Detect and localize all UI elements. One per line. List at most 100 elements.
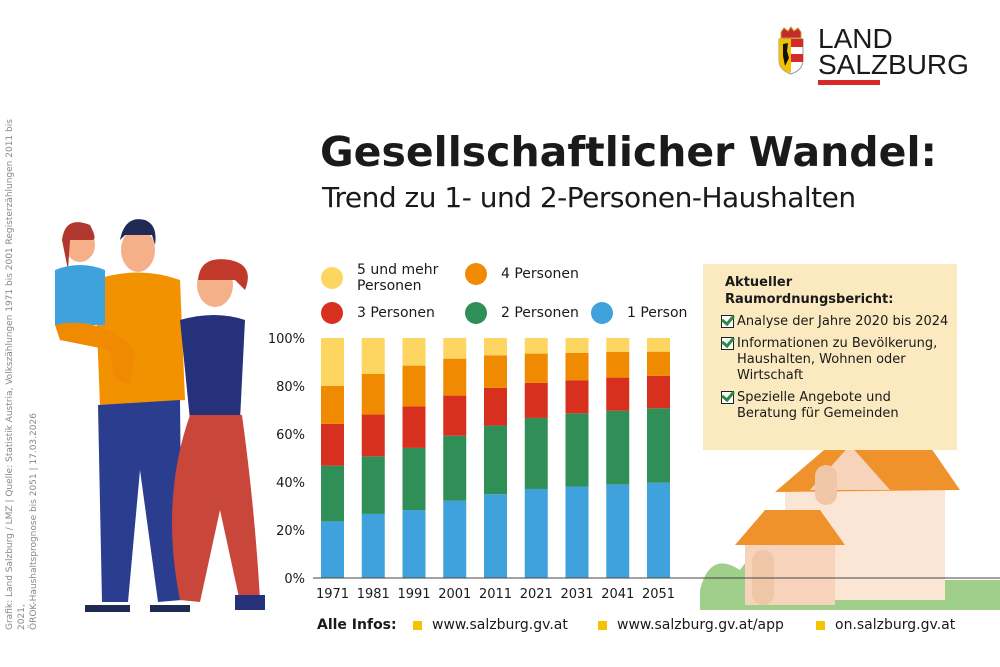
bar-segment [524, 382, 548, 418]
bar-segment [402, 510, 426, 578]
bar-segment [524, 338, 548, 354]
bar-segment [443, 358, 467, 396]
chart-legend: 5 und mehr Personen 4 Personen 3 Persone… [321, 258, 701, 328]
info-box-heading: Aktueller Raumordnungsbericht: [725, 275, 894, 307]
x-tick-label: 2011 [479, 587, 512, 602]
bar-segment [402, 365, 426, 407]
bar-segment [565, 413, 589, 487]
house-illustration [700, 432, 1000, 610]
bar-segment [647, 408, 670, 483]
y-tick-label: 60% [276, 428, 305, 443]
info-item: Spezielle Angebote und Beratung für Geme… [721, 390, 957, 422]
y-tick-label: 0% [284, 572, 305, 587]
info-item-text: Spezielle Angebote und Beratung für Geme… [737, 390, 899, 421]
x-tick-label: 1991 [397, 587, 430, 602]
y-tick-label: 20% [276, 524, 305, 539]
bar-segment [565, 338, 589, 353]
land-salzburg-logo [776, 26, 806, 80]
bar-segment [402, 338, 426, 366]
logo-line-1: LAND [818, 23, 893, 54]
bar-segment [321, 385, 344, 424]
bar-segment [361, 513, 385, 578]
x-tick-label: 1981 [357, 587, 390, 602]
info-item: Analyse der Jahre 2020 bis 2024 [721, 314, 957, 330]
bullet-square-icon [598, 620, 607, 630]
legend-item-1: 1 Person [591, 302, 687, 324]
link-text[interactable]: www.salzburg.gv.at/app [617, 617, 784, 633]
x-tick-label: 2021 [520, 587, 553, 602]
page-title: Gesellschaftlicher Wandel: [320, 128, 937, 176]
bar-segment [606, 410, 630, 485]
legend-label: 4 Personen [501, 266, 579, 282]
bar-segment [443, 395, 467, 436]
bar-segment [647, 375, 670, 409]
bullet-square-icon [413, 620, 422, 630]
bar-segment [647, 338, 670, 352]
bar-segment [606, 351, 630, 378]
bar-segment [606, 338, 630, 352]
bar-segment [647, 351, 670, 376]
legend-label: 3 Personen [357, 305, 435, 321]
checkbox-checked-icon [721, 315, 734, 328]
bar-segment [606, 484, 630, 578]
x-tick-label: 1971 [316, 587, 349, 602]
bullet-square-icon [816, 620, 825, 630]
legend-item-4: 4 Personen [465, 263, 579, 285]
footer-link-1[interactable]: www.salzburg.gv.at [413, 617, 568, 633]
legend-label: 5 und mehr Personen [357, 262, 439, 294]
bar-segment [484, 338, 507, 356]
family-illustration [55, 219, 265, 612]
page-subtitle: Trend zu 1- und 2-Personen-Haushalten [322, 181, 856, 214]
bar-segment [647, 482, 670, 578]
y-tick-label: 40% [276, 476, 305, 491]
checkbox-checked-icon [721, 337, 734, 350]
checkbox-checked-icon [721, 391, 734, 404]
bar-segment [484, 355, 507, 388]
legend-swatch [591, 302, 613, 324]
y-tick-label: 100% [268, 332, 305, 347]
info-item-text: Analyse der Jahre 2020 bis 2024 [737, 314, 949, 329]
bar-segment [321, 465, 344, 522]
bar-segment [321, 338, 344, 386]
bar-segment [361, 374, 385, 415]
legend-item-3: 3 Personen [321, 302, 435, 324]
legend-swatch [321, 267, 343, 289]
bar-segment [402, 447, 426, 511]
link-text[interactable]: on.salzburg.gv.at [835, 617, 956, 633]
bar-segment [565, 352, 589, 381]
info-box: Aktueller Raumordnungsbericht: Analyse d… [703, 264, 957, 450]
legend-swatch [465, 302, 487, 324]
bar-segment [321, 521, 344, 578]
footer-label: Alle Infos: [317, 617, 397, 633]
legend-swatch [321, 302, 343, 324]
x-tick-label: 2051 [642, 587, 675, 602]
x-tick-label: 2041 [601, 587, 634, 602]
legend-label: 1 Person [627, 305, 688, 321]
x-tick-label: 2001 [438, 587, 471, 602]
footer-link-2[interactable]: www.salzburg.gv.at/app [598, 617, 784, 633]
bar-segment [484, 425, 507, 495]
bar-segment [321, 423, 344, 466]
bar-segment [361, 414, 385, 457]
info-item-text: Informationen zu Bevölkerung, Haushalten… [737, 336, 938, 383]
bar-segment [524, 417, 548, 489]
bar-segment [443, 500, 467, 578]
bar-segment [524, 488, 548, 578]
footer-link-3[interactable]: on.salzburg.gv.at [816, 617, 955, 633]
legend-label: 2 Personen [501, 305, 579, 321]
bar-segment [565, 380, 589, 414]
bar-segment [402, 406, 426, 448]
info-box-list: Analyse der Jahre 2020 bis 2024 Informat… [703, 314, 957, 422]
bar-segment [361, 338, 385, 374]
logo-wordmark: LAND SALZBURG [818, 23, 969, 80]
info-item: Informationen zu Bevölkerung, Haushalten… [721, 336, 957, 384]
logo-underline [818, 80, 880, 85]
bar-segment [484, 494, 507, 578]
logo-line-2: SALZBURG [818, 49, 969, 80]
bar-segment [443, 338, 467, 359]
legend-item-5plus: 5 und mehr Personen [321, 262, 457, 294]
link-text[interactable]: www.salzburg.gv.at [432, 617, 568, 633]
x-tick-label: 2031 [560, 587, 593, 602]
bar-segment [565, 486, 589, 578]
legend-swatch [465, 263, 487, 285]
